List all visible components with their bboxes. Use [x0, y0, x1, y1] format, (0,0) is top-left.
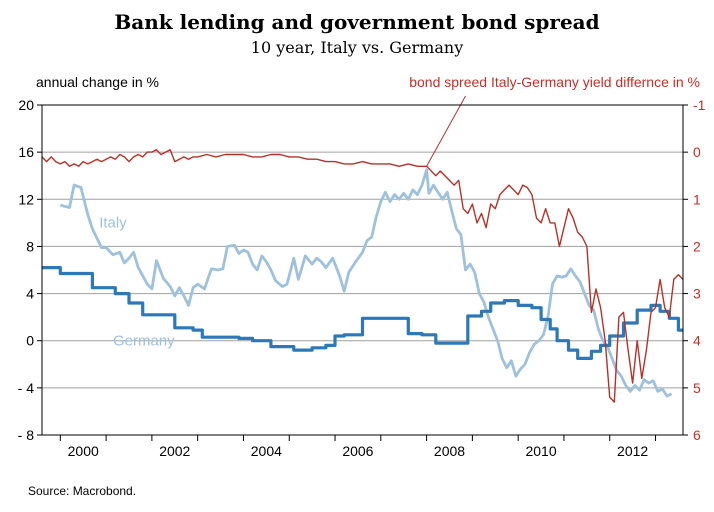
y-tick-label: 0	[26, 333, 34, 349]
y-tick-label: - 8	[18, 427, 35, 443]
x-tick-label: 2006	[342, 443, 373, 459]
italy-series-label: Italy	[99, 215, 127, 232]
y-tick-label: - 4	[18, 380, 35, 396]
series-labels: Italy Germany	[99, 215, 175, 350]
chart-title: Bank lending and government bond spread	[114, 10, 600, 34]
y2-tick-label: -1	[693, 97, 706, 113]
x-tick-label: 2002	[159, 443, 190, 459]
y-tick-label: 20	[18, 97, 34, 113]
left-axis-label: annual change in %	[36, 74, 159, 90]
germany-series-label: Germany	[113, 332, 175, 349]
chart-subtitle: 10 year, Italy vs. Germany	[250, 38, 464, 57]
y2-tick-label: 5	[693, 380, 701, 396]
x-tick-label: 2000	[68, 443, 99, 459]
plot-frame	[41, 104, 684, 436]
source-note: Source: Macrobond.	[28, 484, 137, 498]
y2-tick-label: 4	[693, 333, 701, 349]
y2-tick-label: 2	[693, 238, 701, 254]
y2-tick-label: 6	[693, 427, 701, 443]
y-tick-label: 12	[18, 191, 34, 207]
x-tick-label: 2010	[525, 443, 556, 459]
y2-tick-label: 1	[693, 191, 701, 207]
italy-line	[59, 168, 673, 398]
spread-annotation-pointer	[426, 95, 466, 167]
spread-line	[42, 149, 683, 403]
right-axis-label: bond spreed Italy-Germany yield differnc…	[409, 74, 700, 90]
x-tick-label: 2012	[617, 443, 648, 459]
y2-tick-label: 0	[693, 144, 701, 160]
y-tick-label: 16	[18, 144, 34, 160]
y-tick-label: 8	[26, 238, 34, 254]
series-group	[42, 95, 683, 403]
x-tick-label: 2008	[434, 443, 465, 459]
germany-line	[42, 266, 683, 360]
y-tick-label: 4	[26, 286, 34, 302]
x-tick-label: 2004	[251, 443, 282, 459]
y2-tick-label: 3	[693, 286, 701, 302]
